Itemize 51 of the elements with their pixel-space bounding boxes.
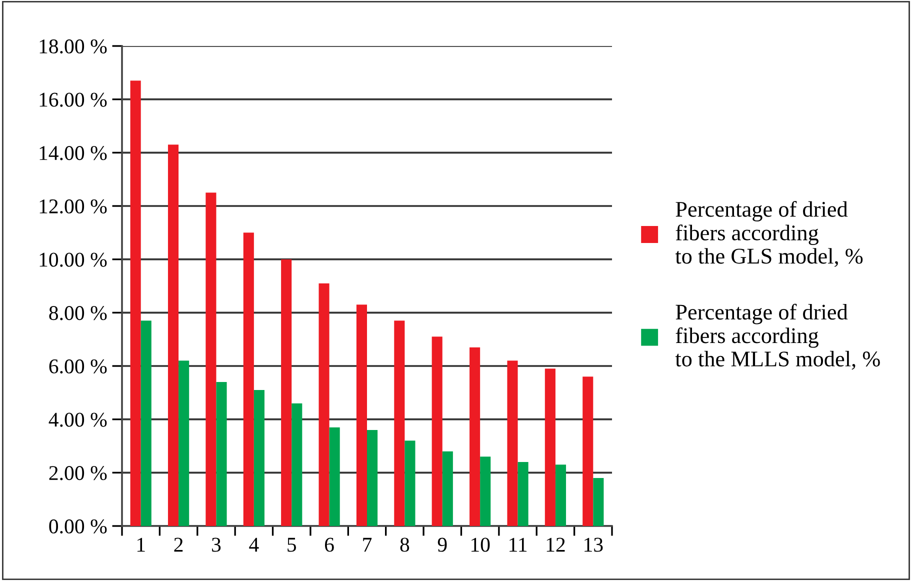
x-tick-label: 11	[510, 538, 527, 552]
y-tick-label: 0.00 %	[49, 519, 107, 534]
bar	[168, 144, 179, 526]
bar	[593, 478, 604, 526]
bar	[470, 347, 480, 526]
bar	[544, 368, 556, 526]
bar	[206, 192, 216, 526]
x-tick-label: 3	[212, 538, 221, 552]
y-tick-label: 12.00 %	[40, 199, 107, 214]
y-tick-label: 2.00 %	[49, 466, 107, 480]
bar	[432, 336, 442, 526]
bar	[254, 390, 264, 526]
bar	[356, 304, 367, 526]
x-tick-label: 9	[438, 538, 447, 552]
bar	[243, 232, 254, 526]
bar	[582, 376, 594, 526]
x-tick-label: 1	[137, 538, 145, 552]
y-tick-label: 6.00 %	[49, 359, 107, 374]
y-tick-label: 10.00 %	[40, 252, 107, 267]
bar	[518, 462, 528, 526]
bar	[367, 430, 378, 526]
bar	[507, 360, 518, 526]
bar	[404, 440, 416, 526]
y-tick-label: 14.00 %	[40, 146, 107, 160]
x-tick-label: 4	[249, 538, 259, 552]
y-tick-label: 16.00 %	[40, 92, 107, 107]
x-tick-label: 10	[471, 538, 490, 552]
bar	[555, 464, 566, 526]
bar	[318, 283, 330, 526]
x-tick-label: 13	[584, 538, 603, 552]
x-tick-label: 6	[324, 538, 334, 552]
y-tick-label: 18.00 %	[40, 39, 107, 54]
x-tick-label: 2	[174, 538, 183, 552]
bar	[178, 360, 190, 526]
x-tick-label: 5	[288, 538, 296, 552]
bar	[329, 427, 340, 526]
x-tick-label: 8	[400, 538, 410, 552]
bar	[480, 456, 491, 526]
bar	[216, 382, 227, 526]
bar	[130, 80, 141, 526]
legend-label: Percentage of dried fibers according to the GLS model, %	[675, 200, 863, 267]
bar	[292, 403, 302, 526]
y-tick-label: 4.00 %	[48, 412, 107, 427]
bar	[140, 320, 152, 526]
bar	[442, 451, 453, 526]
x-tick-label: 7	[363, 538, 372, 552]
x-tick-label: 12	[546, 538, 565, 552]
bar	[281, 259, 292, 526]
y-tick-label: 8.00 %	[49, 306, 107, 320]
bar	[394, 320, 405, 526]
legend-label: Percentage of dried fibers according to the MLLS model, %	[675, 304, 880, 370]
